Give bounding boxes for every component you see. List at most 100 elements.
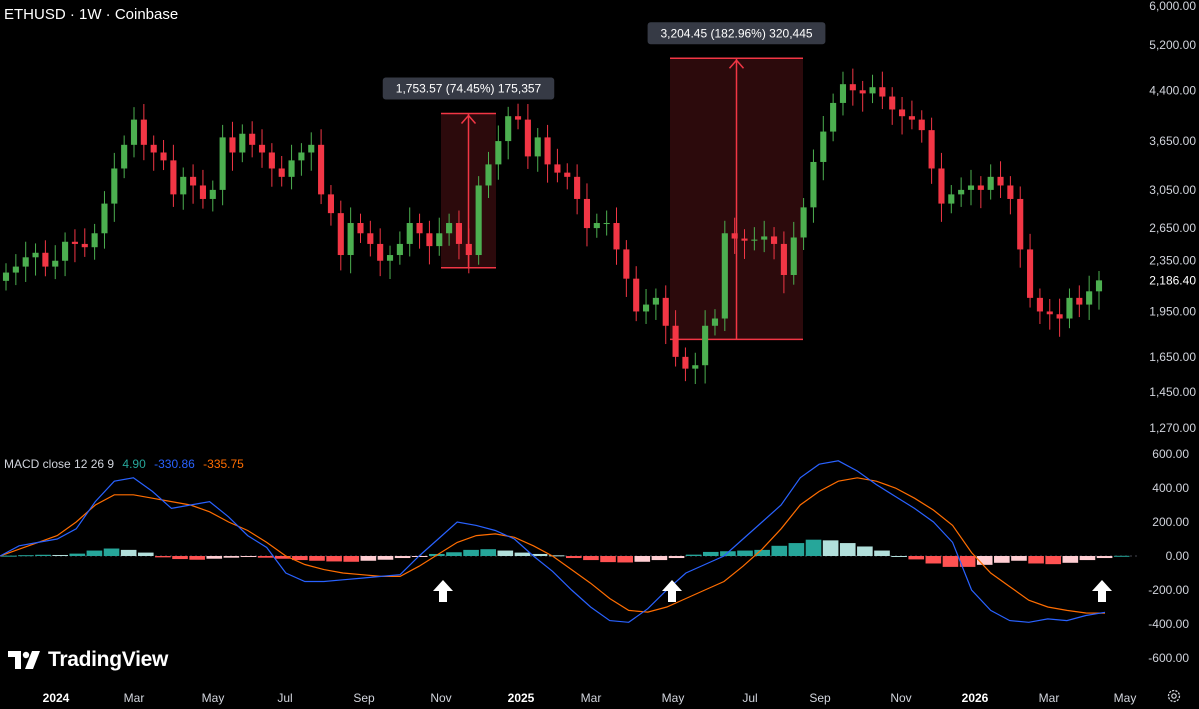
candle-body	[455, 223, 463, 244]
settings-icon[interactable]	[1167, 689, 1181, 703]
measure-arrowhead	[728, 59, 745, 69]
candle-body	[1036, 297, 1043, 312]
candle-body	[1066, 297, 1073, 319]
candle-body	[180, 176, 187, 195]
price-axis-label: 6,000.00	[1149, 0, 1196, 13]
candle-body	[219, 137, 226, 190]
macd-histogram-bar	[292, 556, 308, 561]
up-arrow-icon	[662, 580, 682, 602]
macd-histogram-bar	[52, 554, 68, 556]
macd-histogram-bar	[223, 556, 240, 558]
candle-body	[662, 297, 669, 326]
candle-body	[426, 233, 433, 247]
macd-histogram-bar	[514, 552, 531, 556]
macd-axis-label: -200.00	[1148, 583, 1189, 597]
candle-body	[288, 160, 295, 177]
macd-histogram-bar	[480, 549, 497, 556]
macd-histogram-bar	[189, 556, 205, 560]
candle-body	[2, 272, 10, 281]
candle-body	[12, 266, 19, 273]
macd-histogram-bar	[839, 543, 856, 556]
candle-body	[495, 141, 502, 165]
macd-histogram-bar	[994, 556, 1010, 563]
macd-histogram-bar	[1, 555, 17, 557]
candle-body	[199, 185, 206, 199]
candle-body	[1046, 311, 1053, 315]
candle-body	[899, 109, 906, 117]
candle-body	[91, 233, 98, 248]
candle-body	[987, 176, 994, 190]
candle-body	[318, 144, 325, 195]
price-axis[interactable]: 6,000.00 5,200.00 4,400.00 3,650.00 3,050.00…	[1146, 0, 1198, 665]
candle-body	[977, 185, 984, 190]
tradingview-logo-text: TradingView	[48, 648, 169, 671]
macd-histogram-bar	[771, 545, 788, 556]
macd-histogram-bar	[137, 552, 154, 556]
time-axis-label: May	[1114, 691, 1137, 705]
tradingview-logo-icon	[8, 651, 40, 669]
macd-histogram-bar	[446, 552, 462, 556]
candle-body	[652, 297, 659, 305]
macd-histogram-bar	[463, 549, 479, 556]
measure-label: 1,753.57 (74.45%) 175,357	[396, 81, 542, 95]
candle-body	[505, 116, 512, 142]
tradingview-logo[interactable]: TradingView	[8, 648, 168, 672]
macd-histogram-bar	[1079, 556, 1096, 561]
macd-legend-signal-value: -335.75	[203, 457, 244, 471]
macd-histogram-bar	[668, 556, 685, 559]
candle-body	[298, 152, 305, 161]
macd-histogram-bar	[891, 556, 907, 557]
candle-body	[1017, 198, 1024, 250]
macd-legend[interactable]: MACD close 12 26 9 4.90 -330.86 -335.75	[4, 457, 249, 471]
time-axis-label: Nov	[430, 691, 451, 705]
macd-axis-label: -600.00	[1148, 651, 1189, 665]
time-axis-label: Mar	[1039, 691, 1060, 705]
price-axis-label: 1,270.00	[1149, 421, 1196, 435]
measure-labels: 1,753.57 (74.45%) 175,357 3,204.45 (182.9…	[382, 22, 826, 100]
last-price-tag	[1146, 272, 1198, 289]
macd-line	[0, 460, 1106, 623]
macd-axis-label: -400.00	[1148, 617, 1189, 631]
macd-histogram-bar	[737, 550, 753, 556]
candle-body	[249, 133, 256, 145]
symbol-title[interactable]: ETHUSD · 1W · Coinbase	[4, 6, 179, 23]
up-arrow-icon	[1092, 580, 1112, 602]
price-candles	[2, 68, 1103, 385]
signal-arrows	[433, 580, 1112, 602]
candle-body	[958, 189, 965, 195]
time-axis-label: 2024	[43, 691, 70, 705]
candle-body	[761, 236, 768, 240]
candle-body	[140, 119, 147, 145]
candle-body	[111, 168, 118, 204]
macd-histogram-bar	[754, 549, 770, 556]
measure-label-box	[647, 22, 826, 45]
candle-body	[780, 243, 787, 275]
price-axis-label: 2,350.00	[1149, 254, 1196, 268]
candle-body	[938, 168, 945, 204]
candle-body	[446, 223, 453, 234]
candle-body	[436, 233, 443, 247]
candle-body	[790, 237, 797, 275]
candle-body	[908, 116, 915, 120]
candle-body	[771, 236, 778, 244]
candle-body	[869, 87, 876, 94]
macd-histogram-bar	[600, 556, 616, 563]
macd-lines	[0, 460, 1106, 623]
price-axis-label: 3,650.00	[1149, 134, 1196, 148]
candle-body	[416, 223, 423, 234]
macd-histogram-bar	[685, 554, 702, 556]
time-axis-label: Nov	[890, 691, 911, 705]
candle-body	[554, 164, 561, 173]
time-axis-label: Mar	[124, 691, 145, 705]
candle-body	[130, 119, 138, 145]
macd-histogram-bar	[651, 556, 668, 561]
macd-histogram-bar	[326, 556, 342, 562]
candle-body	[71, 241, 78, 244]
macd-histogram-bar	[1096, 556, 1113, 559]
candle-body	[682, 356, 689, 369]
time-axis-label: Jul	[277, 691, 292, 705]
time-axis[interactable]: 2024 Mar May Jul Sep Nov 2025 Mar May Jul Sep Nov 20…	[43, 691, 1137, 705]
price-axis-label: 1,650.00	[1149, 350, 1196, 364]
candle-body	[830, 102, 837, 132]
